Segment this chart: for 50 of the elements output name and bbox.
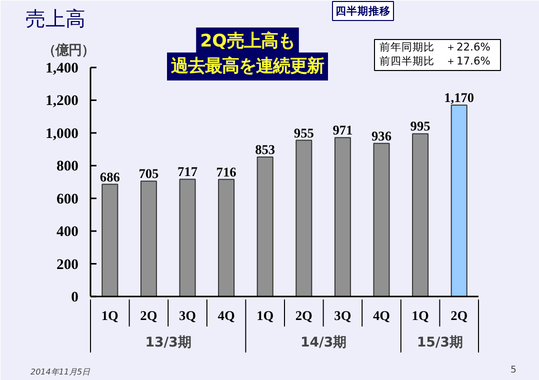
text: 前年同期比 ＋22.6%: [380, 40, 490, 54]
data-label: 686: [100, 169, 120, 184]
y-tick-label: 200: [56, 256, 78, 273]
bar: [179, 178, 196, 297]
bar: [373, 142, 390, 297]
x-tick-label: 2Q: [295, 308, 312, 323]
bar: [256, 156, 274, 297]
data-label: 717: [178, 164, 198, 180]
bar: [140, 180, 157, 297]
text: 2014年11月5日: [30, 368, 92, 376]
text: 5: [510, 364, 516, 376]
text: 13/3期: [145, 336, 191, 350]
x-tick-label: 2Q: [450, 308, 468, 323]
data-label: 716: [216, 164, 237, 180]
data-label: 705: [138, 166, 160, 182]
y-tick-label: 1,400: [46, 60, 79, 76]
data-label: 995: [410, 118, 431, 134]
x-tick-label: 1Q: [256, 308, 274, 323]
text: 2Q売上高も: [200, 32, 295, 52]
y-tick-label: 400: [56, 224, 78, 240]
text: 前四半期比 ＋17.6%: [380, 54, 490, 68]
y-tick-label: 600: [56, 191, 78, 208]
x-tick-label: 3Q: [178, 308, 196, 323]
bar: [102, 184, 118, 297]
y-tick-label: 1,200: [46, 93, 79, 110]
bar: [412, 133, 429, 297]
bar: [218, 178, 235, 297]
text: 14/3期: [300, 336, 346, 350]
y-tick-label: 1,000: [46, 126, 79, 142]
data-label: 971: [332, 122, 353, 138]
text: 四半期推移: [336, 4, 390, 18]
chart-title: 売上高: [26, 6, 86, 30]
bar: [296, 140, 312, 297]
x-tick-label: 4Q: [218, 308, 235, 323]
x-tick-label: 4Q: [372, 308, 390, 323]
data-label: 1,170: [444, 90, 474, 106]
annotation: 過去最高を連続更新: [170, 56, 324, 76]
y-tick-label: 800: [56, 158, 78, 175]
x-tick-label: 1Q: [101, 308, 118, 323]
x-tick-label: 1Q: [412, 308, 429, 323]
text: 15/3期: [416, 336, 463, 350]
y-axis-title: （億円）: [42, 42, 94, 58]
y-tick-label: 0: [71, 290, 78, 306]
x-tick-label: 3Q: [334, 308, 352, 323]
x-tick-label: 2Q: [140, 308, 158, 323]
data-label: 955: [294, 125, 314, 140]
data-label: 853: [255, 142, 276, 157]
bar: [334, 137, 351, 297]
bar: [450, 104, 468, 297]
data-label: 936: [372, 128, 392, 144]
